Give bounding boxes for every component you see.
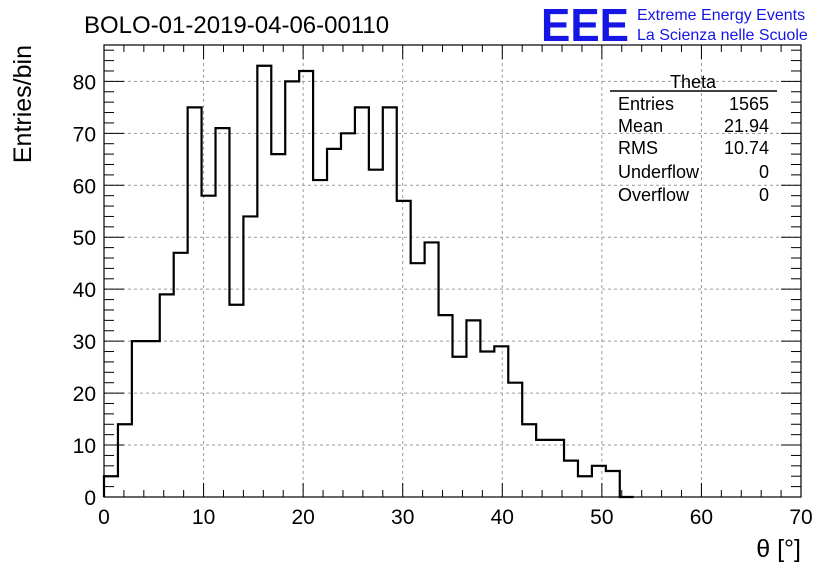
eee-logo: EEE: [541, 0, 629, 51]
histogram-bin: [397, 201, 411, 497]
histogram-bin: [453, 357, 467, 497]
y-axis-label: Entries/bin: [9, 45, 37, 163]
histogram-bins: [104, 66, 620, 497]
brand-line-2: La Scienza nelle Scuole: [637, 27, 808, 44]
tick-labels: 0 10 20 30 40 50 60 70 0 10 20 30 40 50 60 70 80: [73, 71, 813, 529]
stats-value-underflow: 0: [759, 162, 769, 182]
histogram-bin: [299, 71, 313, 497]
histogram-bin: [564, 461, 578, 497]
stats-value-overflow: 0: [759, 185, 769, 205]
histogram-bin: [216, 128, 230, 497]
histogram-bin: [578, 476, 592, 497]
histogram-bin: [480, 352, 494, 497]
y-tick-label: 50: [73, 227, 96, 250]
histogram-bin: [257, 66, 271, 497]
stats-label-underflow: Underflow: [618, 162, 700, 182]
y-tick-label: 20: [73, 383, 96, 406]
histogram-bin: [606, 471, 620, 497]
histogram-bin: [174, 253, 188, 497]
y-tick-label: 40: [73, 279, 96, 302]
x-tick-label: 20: [291, 506, 314, 529]
histogram-bin: [383, 107, 397, 497]
x-tick-label: 0: [98, 506, 110, 529]
histogram-bin: [466, 320, 480, 497]
plot-frame: [103, 44, 802, 498]
stats-title: Theta: [670, 72, 717, 92]
stats-label-overflow: Overflow: [618, 185, 690, 205]
x-tick-label: 50: [590, 506, 613, 529]
x-tick-label: 60: [690, 506, 713, 529]
histogram-bin: [355, 107, 369, 497]
histogram-bin: [439, 315, 453, 497]
histogram-bin: [160, 294, 174, 497]
y-tick-label: 0: [84, 487, 96, 510]
histogram-bin: [118, 424, 132, 497]
histogram-bin: [243, 216, 257, 497]
y-tick-label: 60: [73, 175, 96, 198]
x-tick-label: 30: [391, 506, 414, 529]
stats-label-mean: Mean: [618, 116, 663, 136]
histogram-bin: [369, 170, 383, 497]
histogram-bin: [425, 242, 439, 497]
stats-value-rms: 10.74: [724, 138, 769, 158]
axis-ticks: [103, 45, 802, 498]
histogram-bin: [146, 341, 160, 497]
histogram-bin: [494, 346, 508, 497]
stats-label-entries: Entries: [618, 94, 674, 114]
histogram-bin: [411, 263, 425, 497]
y-tick-label: 10: [73, 435, 96, 458]
x-axis-label: θ [°]: [756, 535, 801, 563]
run-title: BOLO-01-2019-04-06-00110: [84, 12, 389, 39]
histogram-bin: [188, 107, 202, 497]
y-tick-label: 80: [73, 71, 96, 94]
histogram-outline: [102, 64, 634, 499]
histogram-bin: [313, 180, 327, 497]
histogram-bin: [132, 341, 146, 497]
x-tick-label: 40: [491, 506, 514, 529]
histogram-bin: [550, 440, 564, 497]
stats-value-mean: 21.94: [724, 116, 769, 136]
histogram-bin: [592, 466, 606, 497]
stats-box: Theta Entries 1565 Mean 21.94 RMS 10.74 …: [610, 72, 777, 205]
y-tick-label: 30: [73, 331, 96, 354]
stats-label-rms: RMS: [618, 138, 658, 158]
x-tick-label: 10: [192, 506, 215, 529]
grid-lines: [104, 45, 801, 497]
histogram-bin: [229, 305, 243, 497]
histogram-bin: [271, 154, 285, 497]
histogram-bin: [522, 424, 536, 497]
x-tick-label: 70: [789, 506, 812, 529]
histogram-bin: [508, 383, 522, 497]
y-tick-label: 70: [73, 123, 96, 146]
histogram-bin: [536, 440, 550, 497]
brand-line-1: Extreme Energy Events: [637, 7, 805, 24]
histogram-bin: [341, 133, 355, 497]
stats-value-entries: 1565: [729, 94, 769, 114]
